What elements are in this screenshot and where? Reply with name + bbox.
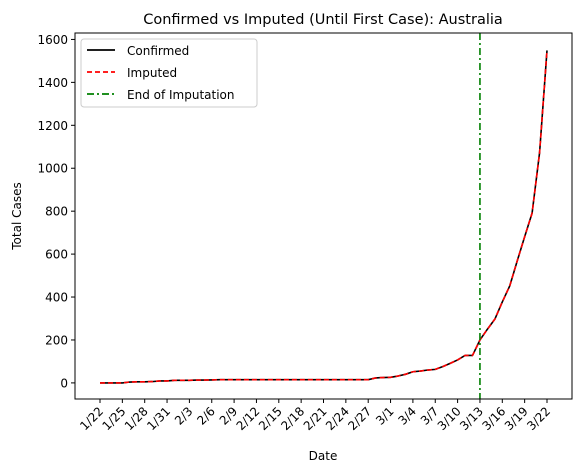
y-tick-label: 1600: [37, 33, 68, 47]
y-tick-label: 1400: [37, 76, 68, 90]
legend: Confirmed Imputed End of Imputation: [80, 38, 258, 108]
y-tick-label: 400: [45, 291, 68, 305]
x-axis-label: Date: [309, 449, 338, 463]
y-tick-label: 0: [60, 376, 68, 390]
y-tick-label: 1200: [37, 119, 68, 133]
y-axis-label: Total Cases: [10, 182, 24, 250]
series-line-imputed: [100, 50, 548, 384]
y-tick-label: 200: [45, 333, 68, 347]
legend-box: [80, 38, 258, 108]
y-tick-label: 1000: [37, 162, 68, 176]
legend-label-end-of-imputation: End of Imputation: [127, 88, 235, 102]
y-tick-label: 800: [45, 205, 68, 219]
legend-label-imputed: Imputed: [127, 66, 177, 80]
chart-title: Confirmed vs Imputed (Until First Case):…: [143, 12, 503, 28]
legend-label-confirmed: Confirmed: [127, 44, 189, 58]
plot-content: [100, 33, 548, 399]
y-axis: 0 200 400 600 800 1000 1200 1400 1600: [37, 33, 75, 390]
y-tick-label: 600: [45, 248, 68, 262]
